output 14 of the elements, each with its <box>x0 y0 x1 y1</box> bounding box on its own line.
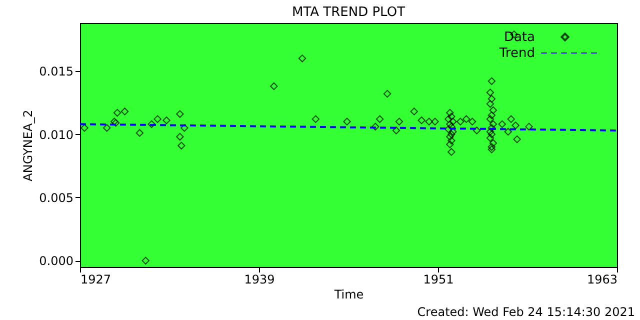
x-tick-label: 1927 <box>80 272 112 286</box>
text: Created: Wed Feb 24 15:14:30 2021 <box>417 305 635 319</box>
legend-label: Data <box>504 30 535 45</box>
y-tick-label: 0.000 <box>39 254 74 268</box>
x-axis-title: Time <box>333 288 364 302</box>
x-tick-label: 1939 <box>244 272 275 286</box>
chart-title: MTA TREND PLOT <box>292 5 406 20</box>
x-tick-label: 1963 <box>586 272 618 286</box>
y-axis-title: ANGYNEA_2 <box>21 110 36 182</box>
y-tick-label: 0.005 <box>39 190 74 205</box>
legend-label: Trend <box>498 46 535 61</box>
y-tick-label: 0.015 <box>39 64 74 79</box>
y-tick-label: 0.010 <box>39 128 74 142</box>
x-tick-label: 1951 <box>423 272 454 286</box>
